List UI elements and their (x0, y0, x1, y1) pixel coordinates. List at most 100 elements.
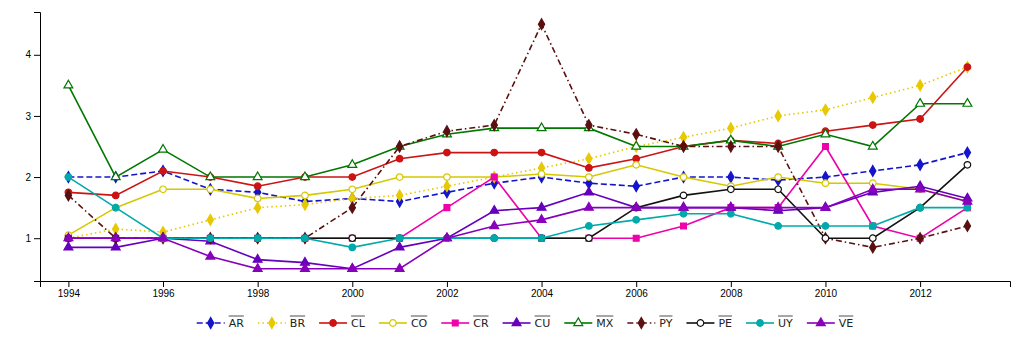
marker (539, 235, 545, 241)
tick: 4 (25, 49, 40, 60)
legend-overline (659, 316, 672, 317)
marker (206, 251, 215, 259)
marker (206, 172, 215, 180)
tick-label: 1994 (58, 288, 81, 299)
legend-marker (208, 318, 214, 329)
legend: ARBRCLCOCRCUMXPYPEUYVE (197, 316, 854, 330)
marker (726, 203, 735, 211)
line (68, 24, 967, 247)
marker (64, 242, 73, 250)
marker (775, 223, 782, 230)
marker (254, 195, 261, 202)
marker (444, 126, 450, 137)
tick-label: 2 (25, 172, 31, 183)
legend-overline (596, 316, 613, 317)
marker (680, 141, 686, 152)
marker (255, 233, 261, 244)
marker (348, 160, 357, 168)
marker (538, 235, 545, 242)
line (68, 165, 967, 238)
marker (65, 172, 71, 183)
marker (444, 149, 451, 156)
marker (490, 221, 499, 229)
marker (632, 203, 641, 211)
marker (65, 190, 71, 201)
marker (822, 180, 829, 187)
marker (490, 206, 499, 214)
marker (775, 141, 781, 152)
legend-marker (269, 318, 275, 329)
series (65, 19, 970, 253)
tick-mark (34, 116, 40, 117)
legend-entry: BR (258, 316, 306, 330)
marker (633, 217, 640, 224)
marker (207, 214, 213, 225)
marker (775, 186, 782, 193)
legend-entry: MX (564, 316, 613, 330)
legend-marker (816, 318, 825, 326)
legend-label: AR (229, 317, 245, 330)
marker (586, 120, 592, 131)
tick: 2012 (909, 281, 932, 299)
marker (396, 155, 403, 162)
marker (917, 233, 923, 244)
marker (680, 210, 687, 217)
marker (917, 116, 924, 123)
series (65, 64, 971, 199)
marker (870, 223, 876, 229)
marker (822, 223, 829, 230)
legend-entry: VE (807, 316, 854, 330)
tick-label: 2000 (342, 288, 365, 299)
series (64, 184, 972, 271)
marker (160, 186, 167, 193)
legend-entry: UY (746, 316, 793, 330)
marker (112, 192, 119, 199)
marker (633, 162, 640, 169)
legend-marker (757, 320, 764, 327)
line (68, 147, 967, 239)
marker (964, 62, 970, 73)
series (65, 162, 971, 242)
marker (397, 235, 403, 241)
marker (301, 172, 310, 180)
marker (869, 223, 876, 230)
marker (349, 244, 356, 251)
marker (349, 202, 355, 213)
legend-overline (473, 316, 488, 317)
marker (726, 203, 735, 211)
line (68, 177, 967, 247)
tick: 1994 (58, 281, 81, 299)
legend-label: CL (351, 317, 366, 330)
legend-overline (535, 316, 551, 317)
marker (916, 184, 925, 192)
marker (491, 235, 498, 242)
legend-entry: CL (319, 316, 366, 330)
marker (537, 215, 546, 223)
tick-label: 1998 (247, 288, 270, 299)
axis-line (41, 282, 1011, 288)
marker (444, 181, 450, 192)
marker (869, 122, 876, 129)
line (68, 189, 967, 268)
marker (349, 186, 356, 193)
marker (491, 174, 498, 181)
marker (302, 235, 309, 242)
marker (728, 172, 734, 183)
marker (916, 99, 925, 107)
series (65, 174, 971, 251)
marker (538, 172, 544, 183)
marker (301, 264, 310, 272)
tick-label: 2006 (626, 288, 649, 299)
tick-label: 2012 (909, 288, 932, 299)
marker (254, 183, 261, 190)
series (65, 162, 971, 239)
legend-label: VE (839, 317, 854, 330)
marker (442, 233, 451, 241)
marker (396, 190, 402, 201)
marker (207, 186, 214, 193)
marker (160, 166, 166, 177)
tick-mark (352, 281, 353, 287)
legend-label: PY (659, 317, 672, 330)
marker (254, 235, 261, 242)
marker (823, 144, 829, 150)
